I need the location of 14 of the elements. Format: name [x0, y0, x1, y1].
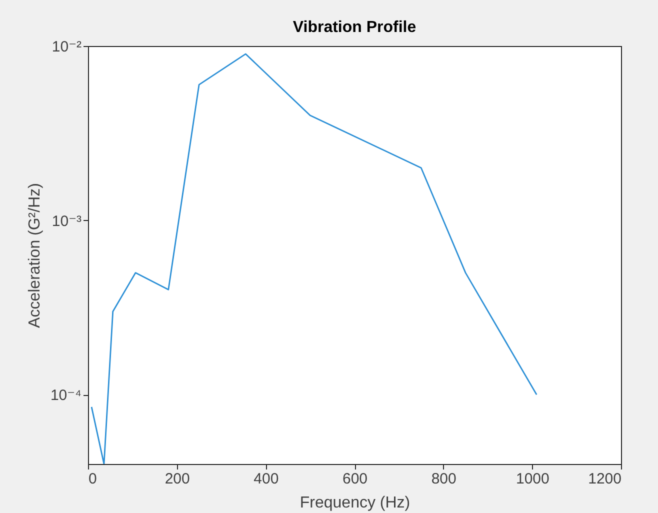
x-axis-title: Frequency (Hz): [300, 494, 410, 512]
line-series: [90, 53, 538, 464]
x-tick-label: 1200: [588, 470, 622, 488]
x-tick-label: 800: [431, 470, 456, 488]
x-tick-label: 0: [88, 470, 97, 488]
x-tick-label: 1000: [516, 470, 550, 488]
x-tick-label: 400: [254, 470, 279, 488]
chart-title: Vibration Profile: [292, 19, 416, 36]
y-axis-title: Acceleration (G²/Hz): [26, 183, 44, 328]
x-tick-label: 600: [342, 470, 368, 488]
y-tick-label: 10⁻²: [52, 38, 82, 56]
y-tick-label: 10⁻³: [52, 212, 82, 230]
y-tick-label: 10⁻⁴: [50, 387, 82, 404]
x-tick-label: 200: [164, 470, 190, 488]
